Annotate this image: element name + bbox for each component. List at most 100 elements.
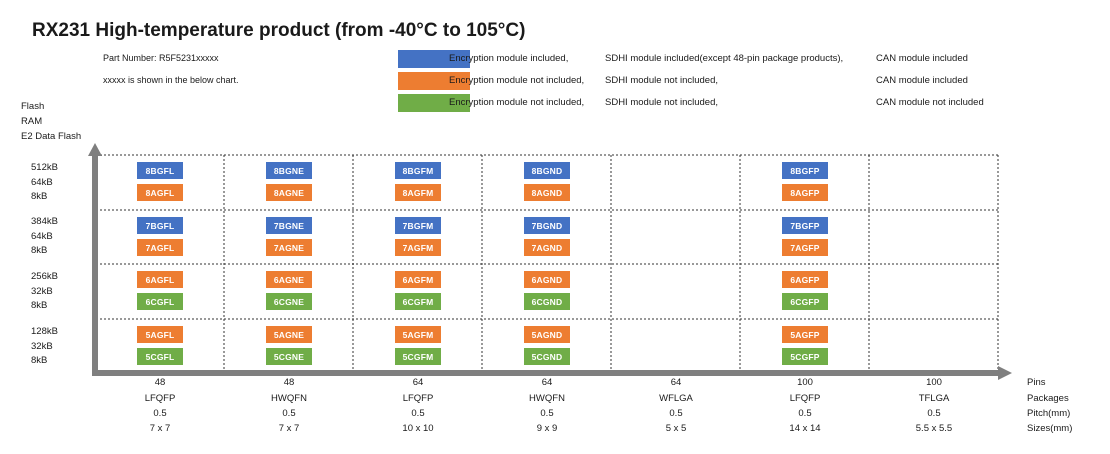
part-code-badge: 7AGFL <box>137 239 183 256</box>
package-size: 5.5 x 5.5 <box>915 423 953 434</box>
part-code-badge: 7AGFM <box>395 239 441 256</box>
part-code-badge: 6AGFP <box>782 271 828 288</box>
ram-size: 32kB <box>31 340 53 352</box>
memory-config: 256kB 32kB 8kB <box>31 270 58 314</box>
y-axis-label-e2: E2 Data Flash <box>21 131 82 142</box>
x-axis-row-label: Pitch(mm) <box>1027 408 1071 419</box>
part-code-badge: 7AGFP <box>782 239 828 256</box>
e2-size: 8kB <box>31 191 48 202</box>
legend-swatch <box>398 50 470 68</box>
part-code-badge: 7AGNE <box>266 239 312 256</box>
part-code-badge: 8AGNE <box>266 184 312 201</box>
part-code-badge: 6CGFM <box>395 293 441 310</box>
part-code-badge: 5AGFL <box>137 326 183 343</box>
package-pitch: 0.5 <box>411 408 425 419</box>
part-code-badge: 8AGFP <box>782 184 828 201</box>
y-axis-label-flash: Flash <box>21 101 45 112</box>
package-size: 9 x 9 <box>536 423 558 434</box>
part-code-badge: 8AGFL <box>137 184 183 201</box>
e2-size: 8kB <box>31 245 48 256</box>
ram-size: 32kB <box>31 285 53 297</box>
package-pitch: 0.5 <box>798 408 812 419</box>
legend-encryption-text: Encryption module not included, <box>449 75 585 86</box>
flash-size: 256kB <box>31 271 58 282</box>
legend-can-text: CAN module included <box>876 53 968 64</box>
part-code-badge: 7BGNE <box>266 217 312 234</box>
part-code-badge: 6AGND <box>524 271 570 288</box>
part-code-badge: 5CGFP <box>782 348 828 365</box>
package-size: 7 x 7 <box>149 423 171 434</box>
legend-encryption-text: Encryption module not included, <box>449 97 585 108</box>
package-pins: 100 <box>926 377 942 388</box>
part-code-badge: 5CGND <box>524 348 570 365</box>
grid-lines <box>96 154 999 373</box>
package-pins: 100 <box>797 377 813 388</box>
part-code-badge: 5AGFP <box>782 326 828 343</box>
legend-swatch <box>398 72 470 90</box>
legend-can-text: CAN module included <box>876 75 968 86</box>
part-code-badge: 5CGNE <box>266 348 312 365</box>
memory-config: 512kB 64kB 8kB <box>31 161 58 205</box>
package-pitch: 0.5 <box>927 408 941 419</box>
part-code-badge: 5CGFM <box>395 348 441 365</box>
package-size: 10 x 10 <box>402 423 434 434</box>
x-axis-row-label: Pins <box>1027 377 1046 388</box>
part-code-badge: 6CGNE <box>266 293 312 310</box>
legend-sdhi-text: SDHI module included(except 48-pin packa… <box>605 53 844 64</box>
y-axis-arrowhead <box>88 143 102 156</box>
ram-size: 64kB <box>31 230 53 242</box>
part-code-badge: 8AGFM <box>395 184 441 201</box>
package-type: WFLGA <box>659 393 693 404</box>
part-code-badge: 7BGFP <box>782 217 828 234</box>
flash-size: 384kB <box>31 216 58 227</box>
part-code-badge: 8BGFP <box>782 162 828 179</box>
part-code-badge: 5AGND <box>524 326 570 343</box>
y-axis-label-ram: RAM <box>21 116 43 127</box>
part-code-badge: 6CGFP <box>782 293 828 310</box>
ram-size: 64kB <box>31 176 53 188</box>
part-code-badge: 6AGNE <box>266 271 312 288</box>
memory-config: 128kB 32kB 8kB <box>31 325 58 369</box>
chart-note: xxxxx is shown in the below chart. <box>103 75 239 85</box>
package-pins: 64 <box>412 377 424 388</box>
package-type: LFQFP <box>789 393 821 404</box>
package-pitch: 0.5 <box>282 408 296 419</box>
flash-size: 512kB <box>31 162 58 173</box>
legend-encryption-text: Encryption module included, <box>449 53 569 64</box>
package-type: HWQFN <box>271 393 307 404</box>
package-type: LFQFP <box>402 393 434 404</box>
part-code-badge: 8BGFM <box>395 162 441 179</box>
package-pins: 64 <box>670 377 682 388</box>
part-code-badge: 8BGNE <box>266 162 312 179</box>
legend-swatch <box>398 94 470 112</box>
package-type: LFQFP <box>144 393 176 404</box>
part-number: Part Number: R5F5231xxxxx <box>103 53 219 63</box>
part-code-badge: 5CGFL <box>137 348 183 365</box>
package-type: HWQFN <box>529 393 565 404</box>
x-axis-row-label: Sizes(mm) <box>1027 423 1073 434</box>
part-code-badge: 6CGFL <box>137 293 183 310</box>
part-code-badge: 7BGFL <box>137 217 183 234</box>
legend-can-text: CAN module not included <box>876 97 984 108</box>
package-pitch: 0.5 <box>540 408 554 419</box>
legend-sdhi-text: SDHI module not included, <box>605 75 719 86</box>
package-pins: 48 <box>154 377 166 388</box>
legend-sdhi-text: SDHI module not included, <box>605 97 719 108</box>
e2-size: 8kB <box>31 355 48 366</box>
package-size: 7 x 7 <box>278 423 300 434</box>
part-code-badge: 6AGFM <box>395 271 441 288</box>
package-size: 5 x 5 <box>665 423 687 434</box>
flash-size: 128kB <box>31 326 58 337</box>
part-code-badge: 5AGNE <box>266 326 312 343</box>
package-pins: 48 <box>283 377 295 388</box>
part-code-badge: 8BGND <box>524 162 570 179</box>
e2-size: 8kB <box>31 300 48 311</box>
part-code-badge: 6AGFL <box>137 271 183 288</box>
package-pins: 64 <box>541 377 553 388</box>
part-code-badge: 7BGFM <box>395 217 441 234</box>
package-type: TFLGA <box>918 393 950 404</box>
x-axis-row-label: Packages <box>1027 393 1069 404</box>
page-title: RX231 High-temperature product (from -40… <box>32 20 526 41</box>
package-pitch: 0.5 <box>669 408 683 419</box>
